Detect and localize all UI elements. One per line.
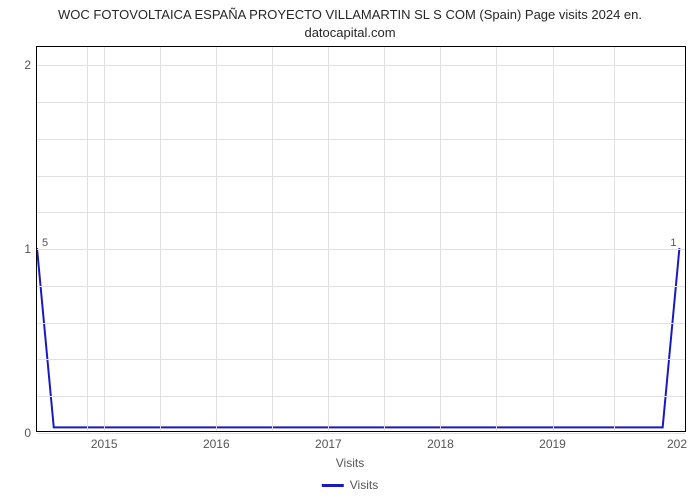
grid-line (384, 47, 385, 431)
grid-line (272, 47, 273, 431)
chart-title: WOC FOTOVOLTAICA ESPAÑA PROYECTO VILLAMA… (0, 0, 700, 41)
x-tick-label: 202 (667, 431, 687, 451)
grid-line (37, 102, 685, 103)
grid-line (37, 139, 685, 140)
chart-plot-area: 0122015201620172018201951202 (36, 46, 686, 432)
data-point-label: 1 (670, 237, 676, 249)
legend-swatch (322, 484, 344, 487)
grid-line (37, 433, 685, 434)
grid-line (37, 249, 685, 250)
grid-line (37, 212, 685, 213)
chart-title-line2: datocapital.com (304, 25, 395, 40)
x-tick-label: 2018 (427, 431, 454, 451)
legend-label: Visits (350, 478, 378, 492)
grid-line (553, 47, 554, 431)
grid-line (614, 47, 615, 431)
grid-line (37, 176, 685, 177)
grid-line (216, 47, 217, 431)
grid-line (37, 359, 685, 360)
x-tick-label: 2019 (539, 431, 566, 451)
grid-line (328, 47, 329, 431)
x-tick-label: 2016 (203, 431, 230, 451)
grid-line (496, 47, 497, 431)
chart-title-line1: WOC FOTOVOLTAICA ESPAÑA PROYECTO VILLAMA… (58, 7, 642, 22)
grid-line (104, 47, 105, 431)
grid-line (87, 47, 88, 431)
x-tick-label: 2017 (315, 431, 342, 451)
grid-line (37, 396, 685, 397)
data-point-label: 5 (42, 237, 48, 249)
grid-line (37, 286, 685, 287)
grid-line (37, 323, 685, 324)
grid-line (160, 47, 161, 431)
y-tick-label: 2 (24, 58, 37, 72)
series-line (37, 47, 685, 431)
grid-line (37, 65, 685, 66)
grid-line (440, 47, 441, 431)
x-axis-label: Visits (336, 456, 364, 470)
y-tick-label: 0 (24, 426, 37, 440)
chart-legend: Visits (322, 478, 378, 492)
y-tick-label: 1 (24, 242, 37, 256)
x-tick-label: 2015 (91, 431, 118, 451)
